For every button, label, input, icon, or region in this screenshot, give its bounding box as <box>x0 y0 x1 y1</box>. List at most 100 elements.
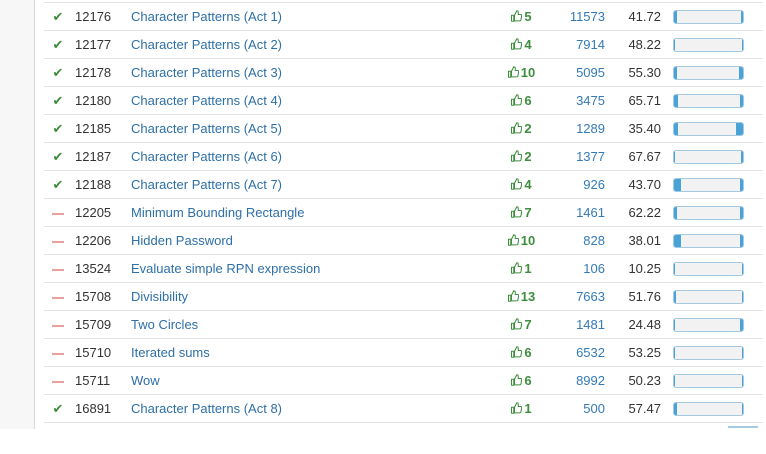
check-icon: ✔ <box>52 64 64 80</box>
problem-id: 15709 <box>72 310 131 339</box>
votes-cell[interactable]: 13 <box>497 282 545 311</box>
table-row: ✔ 12180 Character Patterns (Act 4) 6 347… <box>44 86 763 115</box>
votes-cell[interactable]: 5 <box>497 2 545 31</box>
check-icon: ✔ <box>52 8 64 24</box>
votes-count: 2 <box>524 149 532 164</box>
votes-cell[interactable]: 6 <box>497 338 545 367</box>
rating-bar <box>673 345 744 360</box>
rating-bar-left-fill <box>674 234 681 247</box>
votes-cell[interactable]: 1 <box>497 254 545 283</box>
dash-icon <box>52 380 64 383</box>
votes-cell[interactable]: 7 <box>497 310 545 339</box>
rating-bar <box>673 37 744 52</box>
problem-name-cell: Evaluate simple RPN expression <box>131 254 497 283</box>
problem-link[interactable]: Two Circles <box>131 317 199 332</box>
problem-link[interactable]: Character Patterns (Act 8) <box>131 401 282 416</box>
votes-count: 5 <box>524 9 532 24</box>
problem-link[interactable]: Character Patterns (Act 1) <box>131 9 282 24</box>
problem-id: 15710 <box>72 338 131 367</box>
solved-count: 106 <box>545 254 605 283</box>
problem-link[interactable]: Iterated sums <box>131 345 210 360</box>
solved-count: 11573 <box>545 2 605 31</box>
rating-bar <box>673 177 744 192</box>
problem-name-cell: Hidden Password <box>131 226 497 255</box>
rating-bar-right-fill <box>736 122 743 135</box>
problem-name-cell: Character Patterns (Act 4) <box>131 86 497 115</box>
problem-link[interactable]: Hidden Password <box>131 233 233 248</box>
table-row: 15709 Two Circles 7 1481 24.48 <box>44 310 763 339</box>
problem-name-cell: Character Patterns (Act 2) <box>131 30 497 59</box>
problem-name-cell: Character Patterns (Act 3) <box>131 58 497 87</box>
votes-count: 2 <box>524 121 532 136</box>
status-cell: ✔ <box>44 142 72 171</box>
problem-id: 12205 <box>72 198 131 227</box>
success-percent: 65.71 <box>605 86 661 115</box>
rating-bar-right-fill <box>740 206 743 219</box>
problem-link[interactable]: Wow <box>131 373 160 388</box>
votes-count: 4 <box>524 177 532 192</box>
thumbs-up-icon <box>510 402 523 414</box>
rating-bar <box>673 121 744 136</box>
success-percent: 41.72 <box>605 2 661 31</box>
table-row: ✔ 12188 Character Patterns (Act 7) 4 926… <box>44 170 763 199</box>
problem-link[interactable]: Character Patterns (Act 3) <box>131 65 282 80</box>
problem-link[interactable]: Character Patterns (Act 4) <box>131 93 282 108</box>
table-row: 15711 Wow 6 8992 50.23 <box>44 366 763 395</box>
votes-count: 1 <box>524 261 532 276</box>
rating-bar <box>673 93 744 108</box>
votes-count: 1 <box>524 401 532 416</box>
dash-icon <box>52 352 64 355</box>
solved-count: 926 <box>545 170 605 199</box>
problem-id: 16891 <box>72 394 131 423</box>
rating-bar-left-fill <box>674 178 681 191</box>
problem-id: 12206 <box>72 226 131 255</box>
thumbs-up-icon <box>510 122 523 134</box>
problem-link[interactable]: Minimum Bounding Rectangle <box>131 205 305 220</box>
success-percent: 62.22 <box>605 198 661 227</box>
rating-bar-right-fill <box>741 290 743 303</box>
votes-cell[interactable]: 2 <box>497 114 545 143</box>
left-sidebar-edge <box>0 0 35 429</box>
problem-name-cell: Character Patterns (Act 5) <box>131 114 497 143</box>
votes-count: 4 <box>524 37 532 52</box>
votes-cell[interactable]: 10 <box>497 226 545 255</box>
problem-link[interactable]: Character Patterns (Act 5) <box>131 121 282 136</box>
votes-cell[interactable]: 7 <box>497 198 545 227</box>
votes-cell[interactable]: 1 <box>497 394 545 423</box>
votes-count: 6 <box>524 93 532 108</box>
problem-link[interactable]: Character Patterns (Act 6) <box>131 149 282 164</box>
rating-bar-right-fill <box>738 66 743 79</box>
rating-bar <box>673 261 744 276</box>
rating-bar-cell <box>661 282 763 311</box>
solved-count: 1461 <box>545 198 605 227</box>
problem-id: 12187 <box>72 142 131 171</box>
problem-link[interactable]: Divisibility <box>131 289 189 304</box>
table-row: 13524 Evaluate simple RPN expression 1 1… <box>44 254 763 283</box>
problem-link[interactable]: Character Patterns (Act 7) <box>131 177 282 192</box>
votes-cell[interactable]: 4 <box>497 30 545 59</box>
table-row: ✔ 12176 Character Patterns (Act 1) 5 115… <box>44 2 763 31</box>
check-icon: ✔ <box>52 176 64 192</box>
dash-icon <box>52 324 64 327</box>
check-icon: ✔ <box>52 120 64 136</box>
problem-link[interactable]: Character Patterns (Act 2) <box>131 37 282 52</box>
rating-bar-left-fill <box>674 206 678 219</box>
status-cell <box>44 310 72 339</box>
thumbs-up-icon <box>510 262 523 274</box>
votes-cell[interactable]: 4 <box>497 170 545 199</box>
votes-cell[interactable]: 6 <box>497 366 545 395</box>
table-row: 15710 Iterated sums 6 6532 53.25 <box>44 338 763 367</box>
rating-bar <box>673 233 744 248</box>
problem-id: 15711 <box>72 366 131 395</box>
rating-bar-cell <box>661 114 763 143</box>
problem-link[interactable]: Evaluate simple RPN expression <box>131 261 321 276</box>
problem-id: 12177 <box>72 30 131 59</box>
rating-bar-cell <box>661 142 763 171</box>
success-percent: 24.48 <box>605 310 661 339</box>
votes-cell[interactable]: 6 <box>497 86 545 115</box>
problem-id: 12188 <box>72 170 131 199</box>
votes-cell[interactable]: 10 <box>497 58 545 87</box>
votes-cell[interactable]: 2 <box>497 142 545 171</box>
thumbs-up-icon <box>510 178 523 190</box>
rating-bar <box>673 373 744 388</box>
